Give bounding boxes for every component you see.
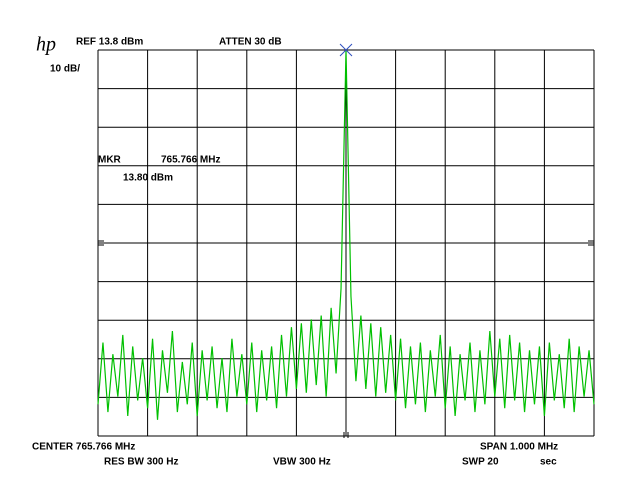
resolution-bandwidth: RES BW 300 Hz [104, 457, 178, 468]
attenuation: ATTEN 30 dB [219, 37, 282, 48]
sweep-time: SWP 20 [462, 457, 499, 468]
marker-frequency: 765.766 MHz [161, 155, 220, 166]
logo: hp [36, 34, 56, 56]
marker-label: MKR [98, 155, 122, 166]
sweep-unit: sec [540, 457, 557, 468]
scale: 10 dB/ [50, 64, 80, 75]
center-frequency: CENTER 765.766 MHz [32, 442, 135, 453]
video-bandwidth: VBW 300 Hz [273, 457, 331, 468]
marker [339, 43, 353, 57]
ref-level: REF 13.8 dBm [76, 37, 143, 48]
span: SPAN 1.000 MHz [480, 442, 558, 453]
edge-markers [98, 240, 594, 438]
